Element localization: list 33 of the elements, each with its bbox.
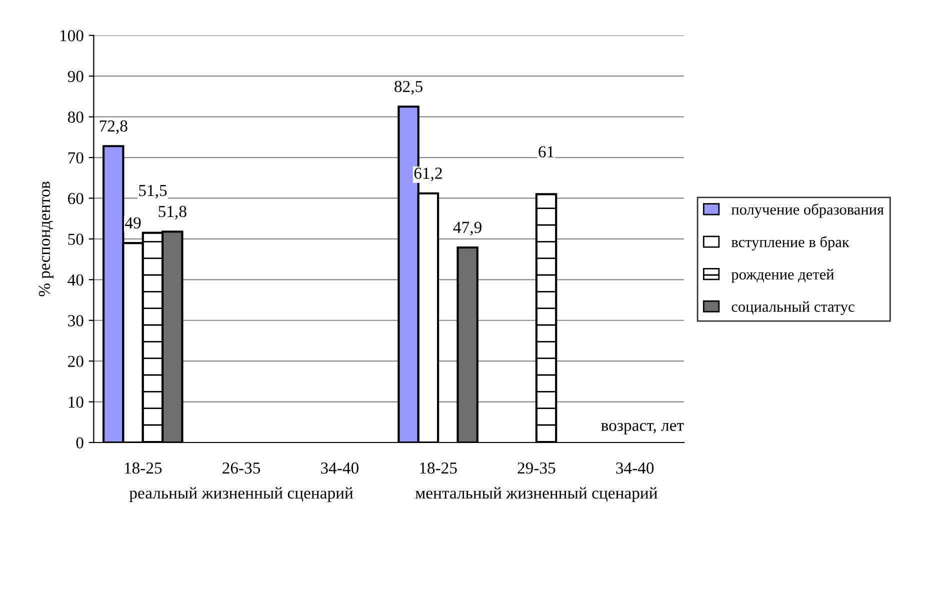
text: рождение детей: [731, 268, 834, 283]
data-label: 61,2: [414, 168, 442, 182]
legend-label: получение образования: [731, 204, 884, 218]
y-tick-label: 80: [68, 112, 84, 123]
y-tick-label: 0: [76, 437, 84, 448]
x-tick-label: 29-35: [518, 462, 556, 474]
data-label: 51,8: [158, 206, 186, 220]
data-label: 47,9: [453, 222, 482, 236]
x-tick-label: 18-25: [420, 462, 457, 474]
y-tick-label: 100: [60, 30, 84, 42]
y-tick-label: 70: [68, 152, 84, 164]
x-tick-label: 34-40: [321, 462, 358, 474]
x-axis-title: возраст, лет: [601, 422, 684, 434]
y-tick-label: 20: [68, 356, 84, 368]
y-tick-label: 10: [68, 396, 84, 408]
y-tick-label: 60: [68, 192, 84, 204]
data-label: 51,5: [139, 184, 167, 199]
y-tick-label: 90: [68, 70, 84, 82]
legend-label: социальный статус: [732, 301, 854, 316]
y-tick-label: 40: [68, 274, 84, 286]
y-axis-title: % респондентов: [38, 182, 54, 296]
x-tick-label: 34-40: [616, 462, 654, 474]
data-label: 49: [125, 217, 141, 229]
data-label: 61: [538, 146, 554, 158]
text: реальный жизненный сценарий: [129, 487, 354, 502]
x-tick-label: 26-35: [222, 462, 260, 474]
text: ментальный жизненный сценарий: [415, 487, 658, 502]
y-tick-label: 30: [68, 315, 84, 326]
y-tick-label: 50: [68, 234, 84, 245]
x-tick-label: 18-25: [124, 462, 162, 474]
data-label: 82,5: [394, 80, 422, 95]
data-label: 72,8: [100, 120, 128, 134]
legend-label: вступление в брак: [731, 236, 850, 250]
